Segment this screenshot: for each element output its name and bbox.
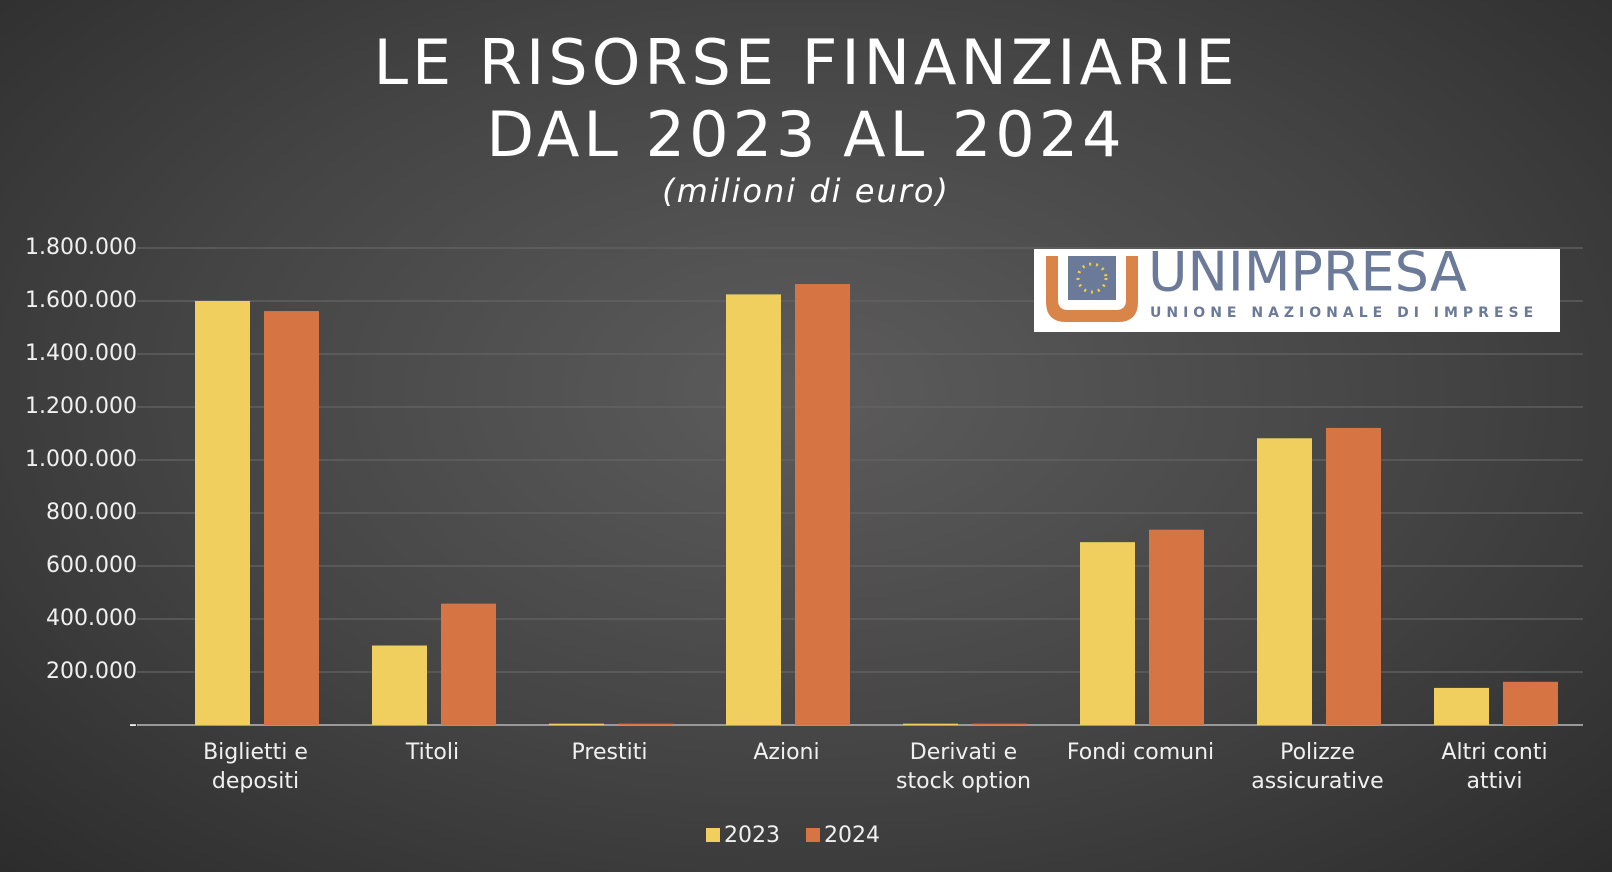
bar xyxy=(795,284,850,725)
x-tick-label: Polizze assicurative xyxy=(1251,740,1384,794)
legend-label: 2024 xyxy=(824,823,880,848)
plot: - 200.000 400.000 600.000 800.000 1.000.000 1.… xyxy=(25,235,1583,848)
legend-swatch xyxy=(706,828,720,842)
chart-subtitle: (milioni di euro) xyxy=(662,172,950,210)
x-tick-label: Fondi comuni xyxy=(1066,740,1215,765)
y-tick-label: 400.000 xyxy=(46,606,137,631)
bar xyxy=(1434,687,1489,725)
bar xyxy=(1080,542,1135,725)
chart-title: DAL 2023 AL 2024 xyxy=(486,98,1126,171)
logo-stars xyxy=(1076,262,1108,294)
logo-tagline: UNIONE NAZIONALE DI IMPRESE xyxy=(1150,305,1538,321)
bar xyxy=(1326,427,1381,725)
bar xyxy=(195,301,250,725)
logo-name: UNIMPRESA xyxy=(1148,241,1467,304)
y-tick-label: 600.000 xyxy=(46,553,137,578)
y-tick-label: 1.800.000 xyxy=(25,235,137,260)
y-tick-label: - xyxy=(129,712,137,737)
y-tick-label: 1.000.000 xyxy=(25,447,137,472)
legend-label: 2023 xyxy=(724,823,780,848)
bar xyxy=(903,723,958,725)
x-tick-label: Prestiti xyxy=(571,740,648,765)
x-tick-label: Biglietti e depositi xyxy=(203,740,308,794)
bar xyxy=(972,723,1027,725)
x-tick-label: Azioni xyxy=(753,740,820,765)
y-tick-label: 1.200.000 xyxy=(25,394,137,419)
y-tick-label: 800.000 xyxy=(46,500,137,525)
logo-mark xyxy=(1046,256,1138,322)
chart-title: LE RISORSE FINANZIARIE xyxy=(373,26,1239,99)
logo: UNIMPRESA UNIONE NAZIONALE DI IMPRESE xyxy=(1034,241,1560,332)
x-tick-label: Altri conti attivi xyxy=(1441,740,1548,794)
legend-swatch xyxy=(806,828,820,842)
bar xyxy=(549,723,604,725)
x-tick-label: Derivati e stock option xyxy=(896,740,1031,794)
bar xyxy=(264,311,319,725)
y-tick-label: 1.400.000 xyxy=(25,341,137,366)
y-tick-label: 1.600.000 xyxy=(25,288,137,313)
bar xyxy=(372,645,427,725)
x-tick-label: Titoli xyxy=(405,740,460,765)
bar xyxy=(1503,681,1558,725)
bar xyxy=(726,294,781,725)
y-tick-label: 200.000 xyxy=(46,659,137,684)
bar xyxy=(618,723,673,725)
bar xyxy=(1149,529,1204,725)
bar xyxy=(1257,438,1312,725)
bar xyxy=(441,603,496,725)
